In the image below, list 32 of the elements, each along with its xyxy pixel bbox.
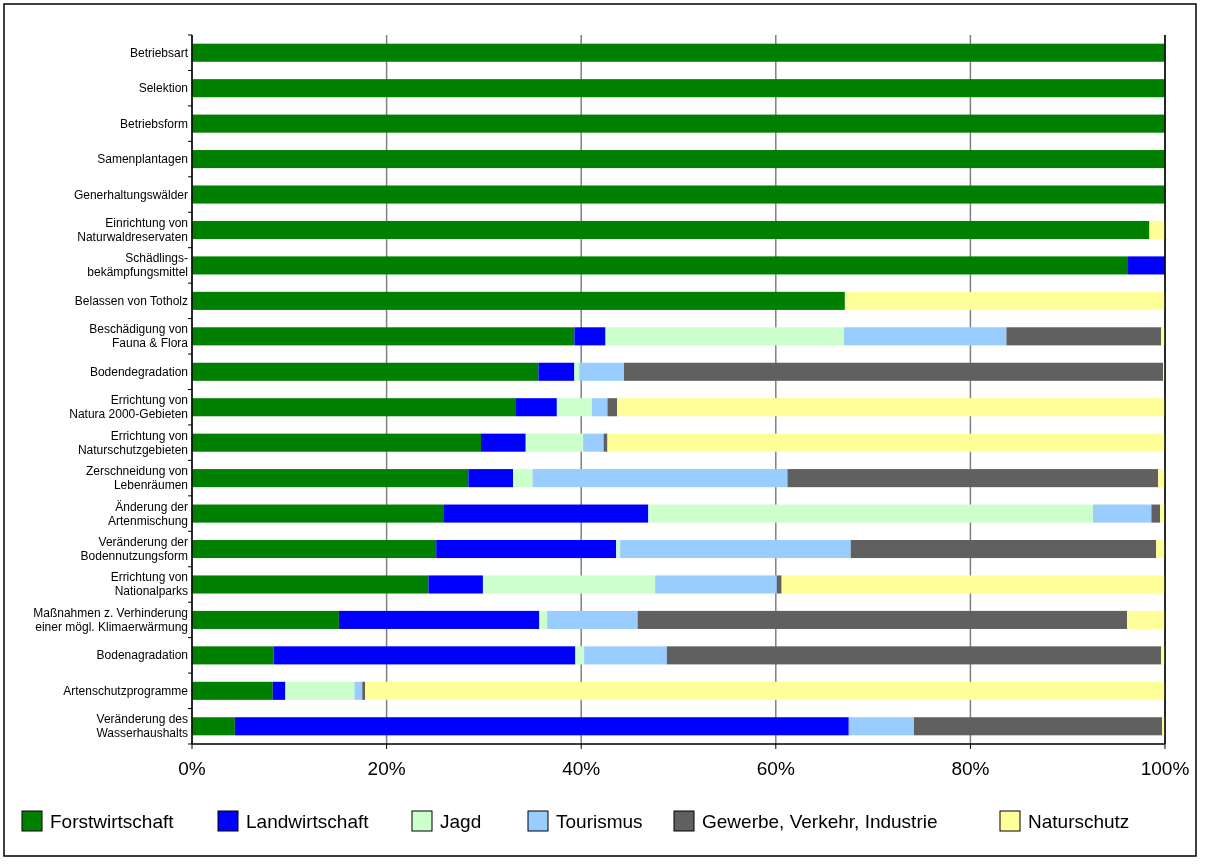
y-tick-label: Änderung der Artenmischung bbox=[107, 499, 188, 528]
y-tick-label: Einrichtung von Naturwaldreservaten bbox=[77, 215, 188, 244]
legend-label: Naturschutz bbox=[1028, 811, 1130, 832]
legend-label: Gewerbe, Verkehr, Industrie bbox=[702, 811, 938, 832]
x-tick-label: 100% bbox=[1140, 758, 1190, 779]
legend-label: Tourismus bbox=[556, 811, 643, 832]
y-tick-label: Samenplantagen bbox=[97, 152, 188, 167]
x-tick-label: 80% bbox=[951, 758, 990, 779]
legend-label: Forstwirtschaft bbox=[50, 811, 175, 832]
y-tick-label: Errichtung von Naturschutzgebieten bbox=[77, 428, 188, 457]
y-tick-label: Zerschneidung von Lebenräumen bbox=[85, 464, 188, 493]
y-tick-label: Errichtung von Natura 2000-Gebieten bbox=[69, 393, 188, 422]
y-tick-label: Bodendegradation bbox=[89, 364, 188, 379]
y-tick-label: Beschädigung von Fauna & Flora bbox=[89, 322, 189, 351]
y-tick-label: Artenschutzprogramme bbox=[63, 683, 189, 698]
y-tick-label: Errichtung von Nationalparks bbox=[110, 570, 188, 599]
y-tick-label: Maßnahmen z. Verhinderung einer mögl. Klimaerwärmung bbox=[33, 605, 188, 634]
y-tick-label: Veränderung der Bodennutzungsform bbox=[80, 535, 188, 564]
y-tick-label: Veränderung des Wasserhaushalts bbox=[96, 712, 188, 741]
x-tick-label: 60% bbox=[756, 758, 795, 779]
y-tick-label: Generhaltungswälder bbox=[73, 187, 188, 202]
y-tick-label: Selektion bbox=[138, 81, 188, 96]
y-tick-label: Betriebsform bbox=[119, 116, 188, 131]
x-tick-label: 20% bbox=[367, 758, 406, 779]
x-tick-label: 0% bbox=[178, 758, 206, 779]
x-tick-label: 40% bbox=[562, 758, 601, 779]
y-tick-label: Belassen von Totholz bbox=[74, 293, 188, 308]
legend-label: Landwirtschaft bbox=[246, 811, 370, 832]
y-tick-label: Bodenagradation bbox=[96, 648, 188, 663]
y-tick-label: Schädlings- bekämpfungsmittel bbox=[87, 251, 188, 280]
y-tick-label: Betriebsart bbox=[129, 45, 189, 60]
legend-label: Jagd bbox=[440, 811, 482, 832]
